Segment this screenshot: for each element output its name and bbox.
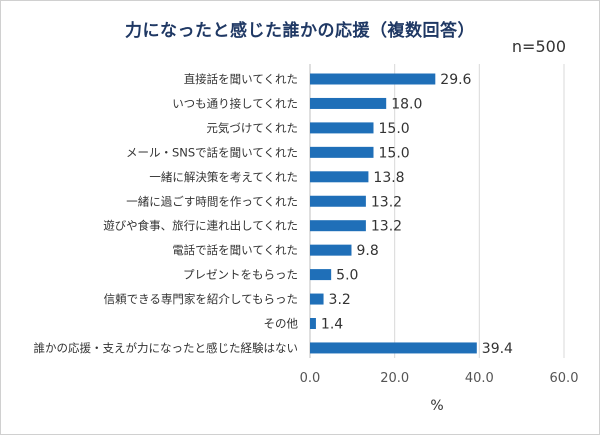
bar bbox=[310, 318, 316, 329]
data-label: 5.0 bbox=[336, 268, 358, 284]
bar bbox=[310, 342, 477, 354]
category-label: 誰かの応援・支えが力になったと感じた経験はない bbox=[34, 341, 299, 355]
x-tick-label: 20.0 bbox=[380, 371, 409, 386]
category-label: 一緒に解決策を考えてくれた bbox=[149, 170, 298, 184]
data-label: 13.2 bbox=[371, 219, 402, 235]
data-label: 1.4 bbox=[321, 317, 343, 333]
bar bbox=[310, 220, 366, 232]
data-label: 15.0 bbox=[379, 145, 410, 161]
category-label: 直接話を聞いてくれた bbox=[184, 72, 298, 86]
category-label: メール・SNSで話を聞いてくれた bbox=[126, 145, 298, 159]
x-axis-label: % bbox=[430, 398, 443, 414]
data-label: 18.0 bbox=[391, 96, 422, 112]
bar bbox=[310, 97, 387, 109]
data-label: 13.8 bbox=[373, 170, 404, 186]
data-label: 15.0 bbox=[379, 121, 410, 137]
bar bbox=[310, 244, 352, 256]
bar bbox=[310, 73, 436, 85]
category-label: 信頼できる専門家を紹介してもらった bbox=[104, 292, 298, 306]
bar bbox=[310, 293, 324, 305]
x-tick-label: 60.0 bbox=[550, 371, 579, 386]
category-label: 電話で話を聞いてくれた bbox=[172, 243, 298, 257]
chart-title: 力になったと感じた誰かの応援（複数回答） bbox=[125, 21, 475, 41]
category-label: その他 bbox=[264, 317, 299, 331]
data-label: 3.2 bbox=[329, 292, 351, 308]
bar bbox=[310, 122, 374, 134]
data-label: 39.4 bbox=[482, 341, 513, 357]
sample-size-label: n=500 bbox=[511, 37, 566, 56]
x-tick-label: 40.0 bbox=[465, 371, 494, 386]
data-label: 9.8 bbox=[356, 243, 378, 259]
bar bbox=[310, 195, 366, 207]
data-label: 13.2 bbox=[371, 194, 402, 210]
category-label: 元気づけてくれた bbox=[206, 121, 298, 135]
category-label: 遊びや食事、旅行に連れ出してくれた bbox=[103, 219, 298, 233]
x-tick-label: 0.0 bbox=[300, 371, 321, 386]
bar bbox=[310, 269, 332, 281]
bar bbox=[310, 146, 374, 158]
category-label: プレゼントをもらった bbox=[183, 268, 298, 282]
category-label: 一緒に過ごす時間を作ってくれた bbox=[126, 194, 298, 208]
data-label: 29.6 bbox=[440, 72, 471, 88]
category-label: いつも通り接してくれた bbox=[172, 96, 298, 110]
bar bbox=[310, 171, 369, 183]
